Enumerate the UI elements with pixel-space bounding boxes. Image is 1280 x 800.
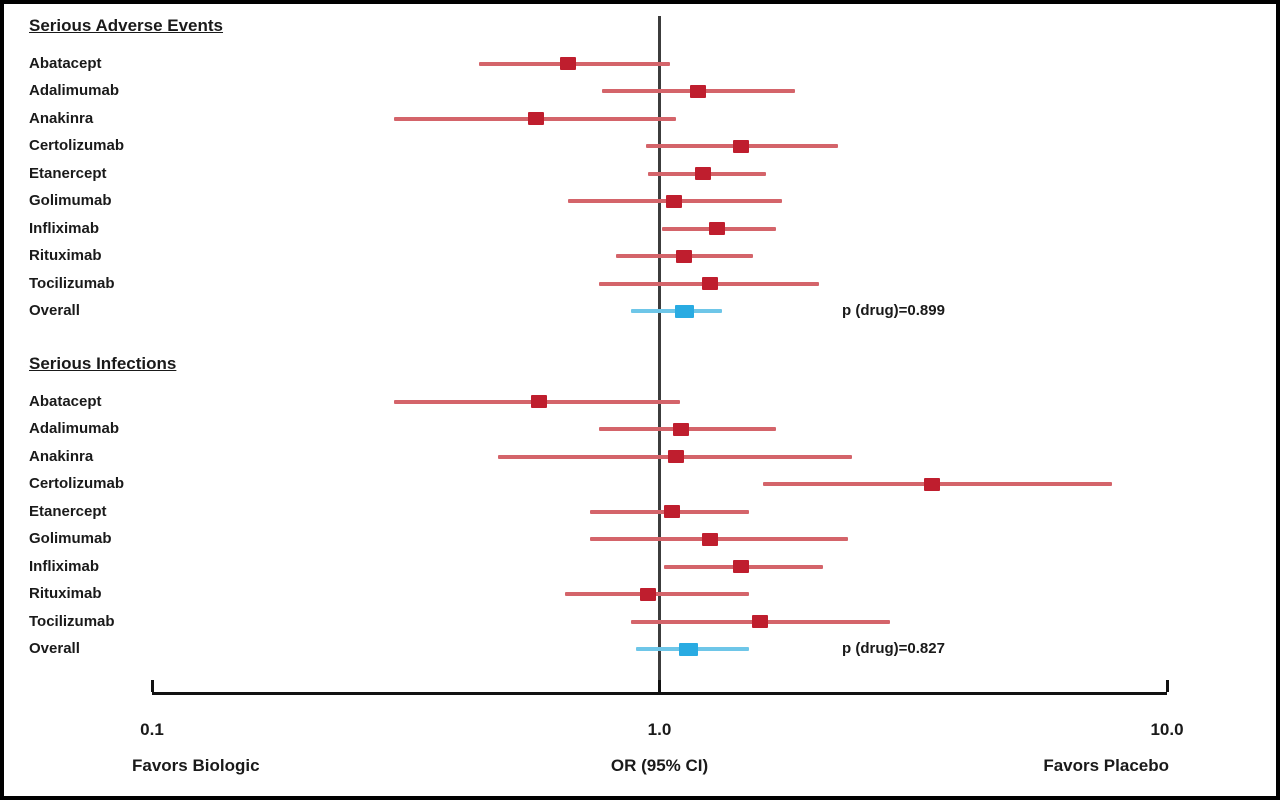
row-label-certolizumab: Certolizumab xyxy=(29,475,125,492)
row-label-overall: Overall xyxy=(29,640,80,657)
row-label-etanercept: Etanercept xyxy=(29,164,107,182)
row-label-golimumab: Golimumab xyxy=(29,530,112,547)
section-title: Serious Adverse Events xyxy=(29,16,224,35)
or-marker-etanercept xyxy=(695,167,712,180)
or-marker-abatacept xyxy=(559,57,576,70)
or-marker-anakinra xyxy=(527,112,544,125)
ci-line-golimumab xyxy=(590,537,848,541)
or-marker-overall xyxy=(674,304,694,318)
row-label-golimumab: Golimumab xyxy=(29,192,112,209)
or-marker-overall xyxy=(678,642,698,656)
axis-label-favors-placebo: Favors Placebo xyxy=(1043,756,1169,775)
section-title: Serious Infections xyxy=(29,354,177,373)
or-marker-infliximab xyxy=(733,560,750,573)
row-label-abatacept: Abatacept xyxy=(29,54,102,72)
row-label-rituximab: Rituximab xyxy=(29,585,102,602)
row-label-anakinra: Anakinra xyxy=(29,447,94,465)
or-marker-tocilizumab xyxy=(702,277,719,290)
or-marker-golimumab xyxy=(702,532,719,546)
or-marker-certolizumab xyxy=(924,477,941,491)
ci-line-rituximab xyxy=(564,592,749,596)
or-marker-adalimumab xyxy=(672,422,689,436)
or-marker-anakinra xyxy=(668,450,685,463)
or-marker-certolizumab xyxy=(733,139,750,153)
reference-line-or-1 xyxy=(658,16,661,692)
row-label-rituximab: Rituximab xyxy=(29,247,102,264)
row-label-tocilizumab: Tocilizumab xyxy=(29,612,115,630)
p-value-label: p (drug)=0.827 xyxy=(842,640,945,657)
x-axis-tick xyxy=(1165,680,1169,692)
row-label-anakinra: Anakinra xyxy=(29,109,94,127)
row-label-overall: Overall xyxy=(29,302,80,319)
or-marker-rituximab xyxy=(640,587,657,601)
or-marker-etanercept xyxy=(664,505,681,518)
x-axis-tick-label: 0.1 xyxy=(140,720,164,739)
row-label-infliximab: Infliximab xyxy=(29,557,100,575)
row-label-abatacept: Abatacept xyxy=(29,392,102,410)
p-value-label: p (drug)=0.899 xyxy=(842,302,945,319)
or-marker-tocilizumab xyxy=(752,615,769,628)
axis-label-or-ci: OR (95% CI) xyxy=(610,756,709,775)
or-marker-adalimumab xyxy=(689,84,706,98)
row-label-tocilizumab: Tocilizumab xyxy=(29,274,115,292)
x-axis-tick xyxy=(658,680,661,692)
x-axis-tick-label: 1.0 xyxy=(647,720,672,739)
x-axis-line xyxy=(152,692,1167,695)
x-axis-tick-label: 10.0 xyxy=(1150,720,1184,739)
row-label-adalimumab: Adalimumab xyxy=(29,82,120,99)
row-label-adalimumab: Adalimumab xyxy=(29,420,120,437)
axis-label-favors-biologic: Favors Biologic xyxy=(132,756,260,775)
or-marker-infliximab xyxy=(709,222,726,235)
or-marker-abatacept xyxy=(531,395,548,408)
row-label-infliximab: Infliximab xyxy=(29,219,100,237)
row-label-etanercept: Etanercept xyxy=(29,502,107,520)
or-marker-rituximab xyxy=(676,249,693,263)
x-axis-tick xyxy=(150,680,154,692)
row-label-certolizumab: Certolizumab xyxy=(29,137,125,154)
or-marker-golimumab xyxy=(666,194,683,208)
